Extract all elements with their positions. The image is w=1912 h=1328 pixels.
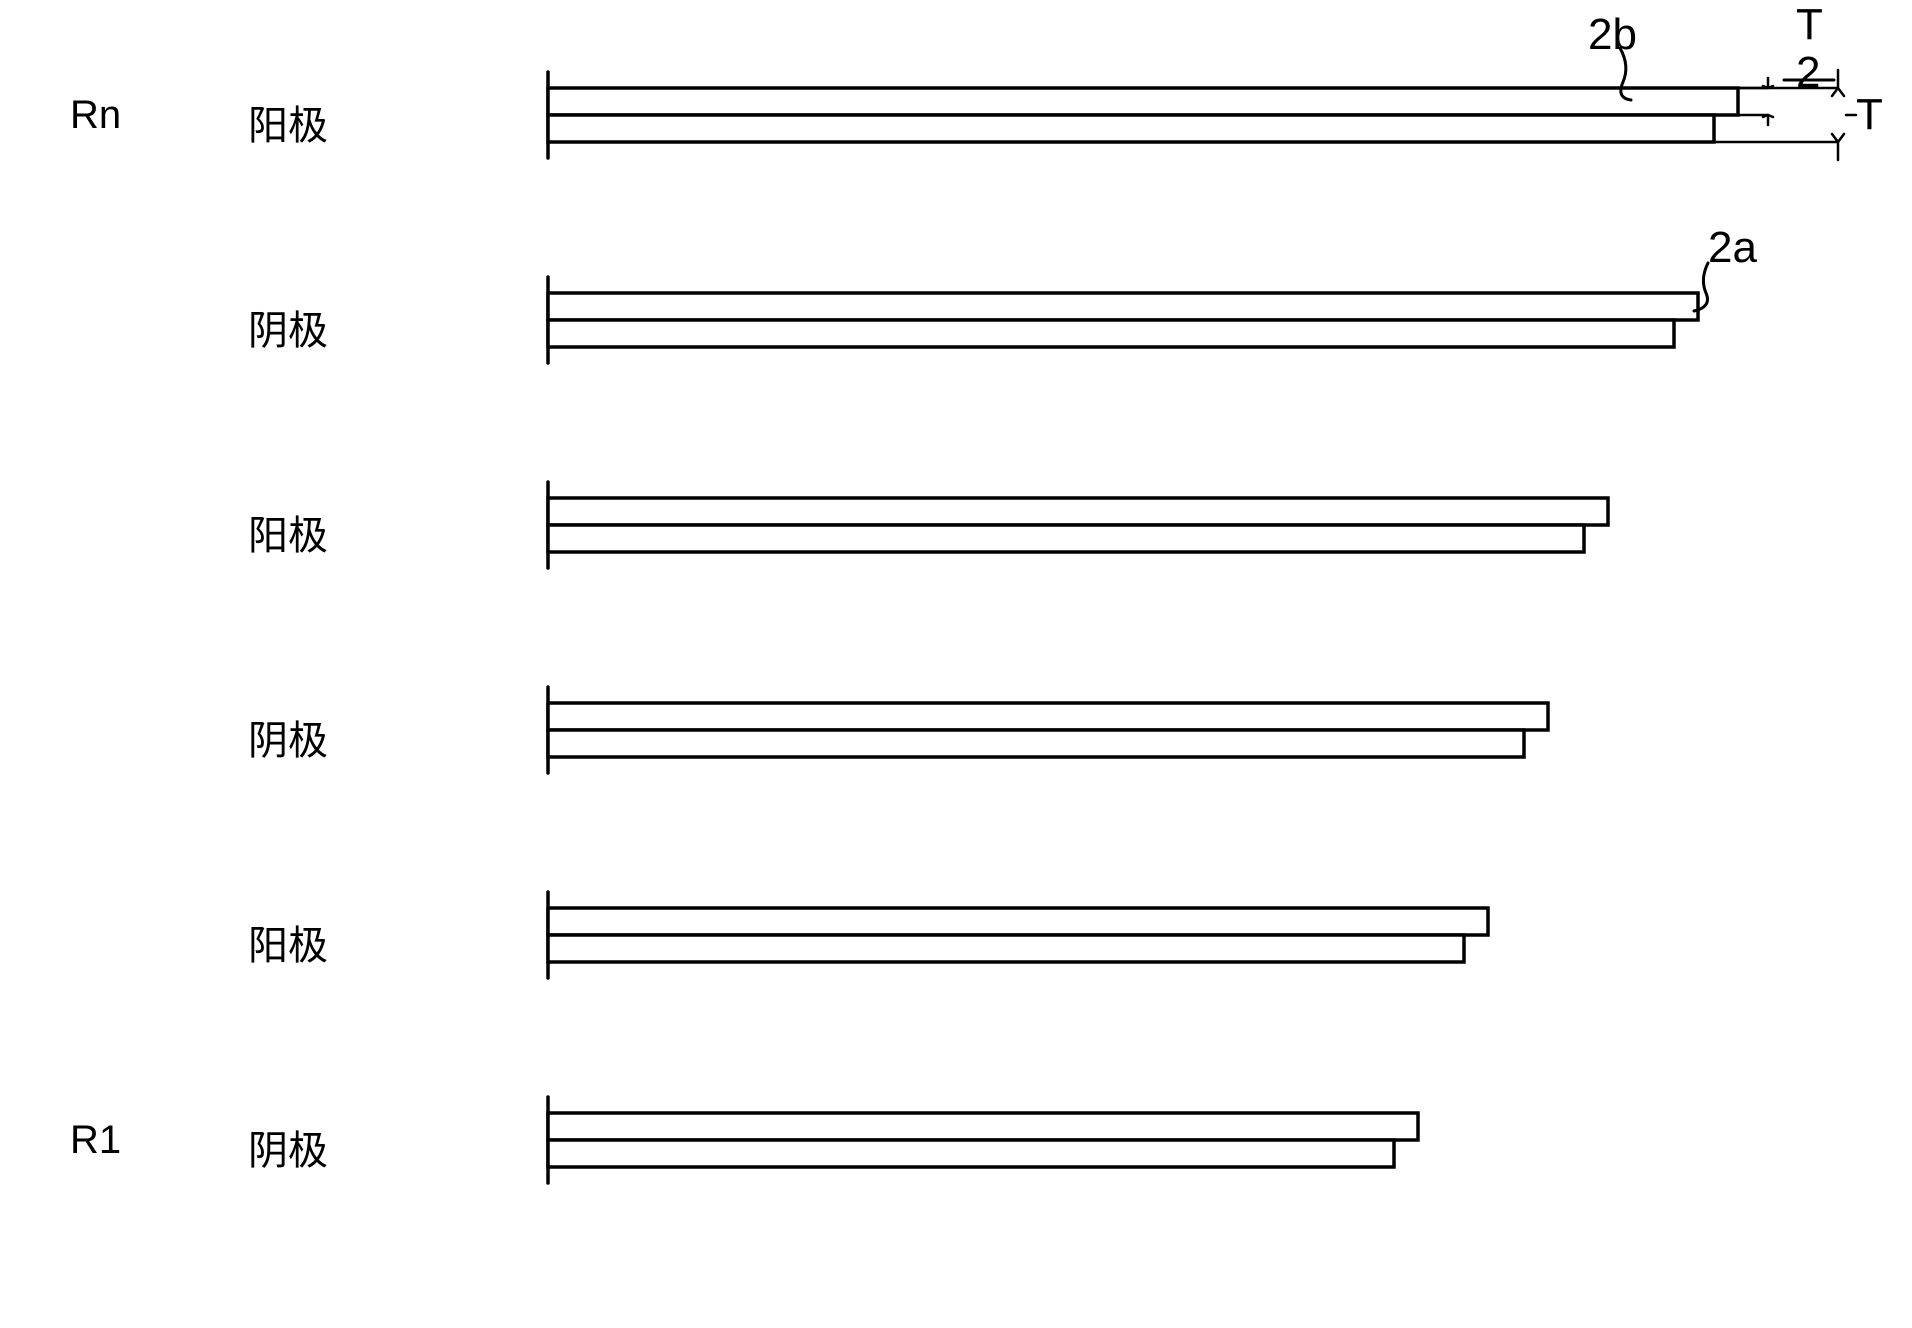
polarity-label-1: 阴极 xyxy=(248,298,328,356)
electrode-bar-4 xyxy=(544,888,1524,982)
callout-2a-leader xyxy=(1638,233,1838,393)
electrode-bar-1 xyxy=(544,273,1734,367)
polarity-label-3: 阴极 xyxy=(248,708,328,766)
electrode-bar-5 xyxy=(544,1093,1454,1187)
side-label-R1: R1 xyxy=(70,1118,121,1163)
dimension-annotations xyxy=(0,0,1912,248)
polarity-label-2: 阳极 xyxy=(248,503,328,561)
electrode-bar-3 xyxy=(544,683,1584,777)
electrode-bar-2 xyxy=(544,478,1644,572)
polarity-label-4: 阳极 xyxy=(248,913,328,971)
polarity-label-5: 阴极 xyxy=(248,1118,328,1176)
